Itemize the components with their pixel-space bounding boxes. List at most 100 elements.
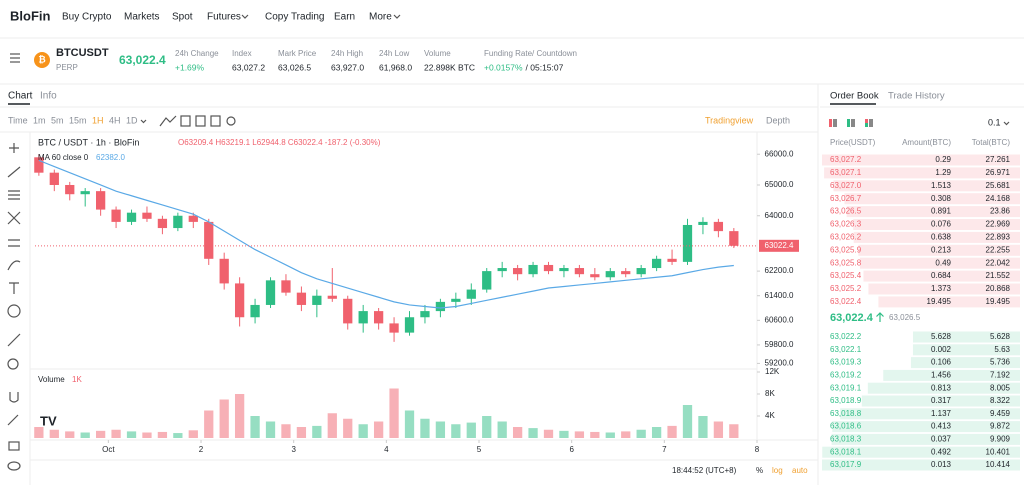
nav-item[interactable]: Earn <box>334 12 355 23</box>
nav-item[interactable]: More <box>369 12 392 23</box>
menu-icon[interactable] <box>10 53 20 63</box>
book-price[interactable]: 63,025.8 <box>830 258 862 267</box>
book-price[interactable]: 63,022.4 <box>830 297 862 306</box>
volume-bar <box>296 427 307 438</box>
last-price: 63,022.4 <box>119 53 166 67</box>
book-price[interactable]: 63,018.8 <box>830 409 862 418</box>
book-cell: 1.373 <box>931 284 952 293</box>
book-price[interactable]: 63,025.4 <box>830 271 862 280</box>
book-price[interactable]: 63,026.7 <box>830 194 862 203</box>
stat-label: 24h Low <box>379 49 409 58</box>
candle-body <box>590 274 600 278</box>
candle-body <box>188 215 198 222</box>
book-price[interactable]: 63,022.1 <box>830 345 862 354</box>
coin-icon <box>34 52 50 68</box>
nav-item[interactable]: Buy Crypto <box>62 12 112 23</box>
book-price[interactable]: 63,027.1 <box>830 168 862 177</box>
book-price[interactable]: 63,026.5 <box>830 207 862 216</box>
nav-item[interactable]: Copy Trading <box>265 12 324 23</box>
scale-option[interactable]: % <box>756 466 763 475</box>
depth-bar <box>840 408 1020 420</box>
book-view-icons[interactable] <box>829 119 873 127</box>
volume-bar <box>621 431 631 438</box>
scale-option[interactable]: auto <box>792 466 808 475</box>
volume-bar <box>713 421 724 438</box>
book-price[interactable]: 63,019.3 <box>830 358 862 367</box>
book-tab[interactable]: Order Book <box>830 91 879 102</box>
depth-bar <box>861 395 1020 407</box>
book-price[interactable]: 63,025.2 <box>830 284 862 293</box>
y-tick-label: 64000.0 <box>765 211 794 220</box>
symbol[interactable]: BTCUSDT <box>56 47 109 59</box>
clock: 18:44:52 (UTC+8) <box>672 466 737 475</box>
tool-icons[interactable] <box>159 115 236 127</box>
candle-body <box>482 271 492 290</box>
book-cell: 0.891 <box>931 207 952 216</box>
candle-body <box>543 264 554 272</box>
interval[interactable]: 1D <box>126 115 138 125</box>
depth-bar <box>868 283 1020 295</box>
book-cell: 9.909 <box>990 435 1011 444</box>
book-price[interactable]: 63,025.9 <box>830 245 862 254</box>
y2-tick-label: 4K <box>765 411 775 420</box>
book-cell: 26.971 <box>986 168 1011 177</box>
book-price[interactable]: 63,027.0 <box>830 181 862 190</box>
logo[interactable]: BloFin <box>10 8 50 23</box>
scale-option[interactable]: log <box>772 466 783 475</box>
book-price[interactable]: 63,018.1 <box>830 447 862 456</box>
book-price[interactable]: 63,026.3 <box>830 220 862 229</box>
book-cell: 10.401 <box>986 447 1011 456</box>
book-price[interactable]: 63,019.2 <box>830 371 862 380</box>
book-price[interactable]: 63,027.2 <box>830 155 862 164</box>
book-price[interactable]: 63,019.1 <box>830 383 862 392</box>
book-price[interactable]: 63,022.2 <box>830 332 862 341</box>
volume-bar <box>651 427 662 438</box>
depth-bar <box>878 296 1020 308</box>
y-tick-label: 59200.0 <box>765 358 794 367</box>
interval[interactable]: 4H <box>109 115 121 125</box>
mid-price: 63,022.4 <box>830 312 874 324</box>
candle-body <box>389 323 399 333</box>
interval[interactable]: 15m <box>69 115 87 125</box>
interval[interactable]: 1H <box>92 115 104 125</box>
volume-bar <box>559 430 569 438</box>
drawing-tools[interactable] <box>7 143 21 471</box>
candle-body <box>49 172 59 185</box>
book-price[interactable]: 63,017.9 <box>830 460 862 469</box>
candle-body <box>667 258 677 262</box>
chart-tab[interactable]: Chart <box>8 91 33 102</box>
chart-tab[interactable]: Info <box>40 91 57 102</box>
x-tick-label: 7 <box>662 445 667 454</box>
interval: Time <box>8 115 28 125</box>
precision[interactable]: 0.1 <box>988 117 1001 127</box>
candle-body <box>343 298 353 324</box>
nav-item[interactable]: Spot <box>172 12 193 23</box>
book-cell: 8.005 <box>990 383 1011 392</box>
candle-body <box>327 295 337 299</box>
stat-label: Funding Rate/ Countdown <box>484 49 577 58</box>
view-toggle[interactable]: Tradingview <box>705 115 754 125</box>
chart-title: BTC / USDT · 1h · BloFin <box>38 137 139 147</box>
interval[interactable]: 5m <box>51 115 64 125</box>
book-tab[interactable]: Trade History <box>888 91 945 102</box>
book-cell: 22.042 <box>986 258 1011 267</box>
x-tick-label: Oct <box>102 445 115 454</box>
last-price-label: 63022.4 <box>765 241 794 250</box>
interval[interactable]: 1m <box>33 115 46 125</box>
candle-body <box>512 268 523 275</box>
view-toggle[interactable]: Depth <box>766 115 790 125</box>
nav-item[interactable]: Markets <box>124 12 160 23</box>
up-arrow <box>876 312 884 322</box>
depth-bar <box>844 193 1020 205</box>
book-price[interactable]: 63,026.2 <box>830 233 862 242</box>
candle-body <box>126 212 137 222</box>
book-price[interactable]: 63,018.9 <box>830 396 862 405</box>
book-price[interactable]: 63,018.3 <box>830 435 862 444</box>
volume-bar <box>312 425 322 438</box>
depth-bar <box>824 167 1020 179</box>
book-cell: 0.002 <box>931 345 952 354</box>
book-price[interactable]: 63,018.6 <box>830 422 862 431</box>
volume-bar <box>219 399 229 438</box>
volume-bar <box>65 431 75 438</box>
nav-item[interactable]: Futures <box>207 12 241 23</box>
